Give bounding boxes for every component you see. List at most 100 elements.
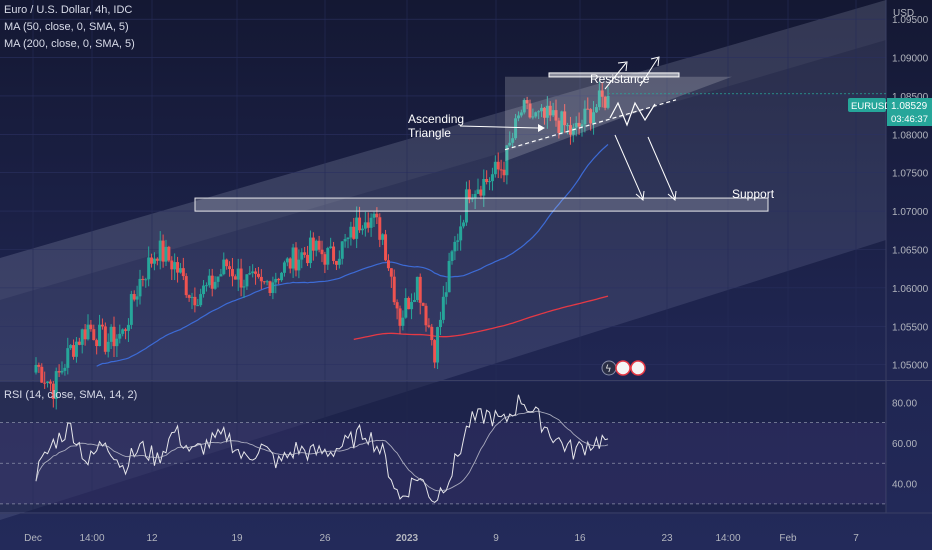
grid <box>0 0 932 514</box>
candle-body <box>164 246 168 262</box>
candle-body <box>202 285 206 295</box>
candle-body <box>121 329 125 334</box>
candle-body <box>144 279 148 281</box>
ma200-legend[interactable]: MA (200, close, 0, SMA, 5) <box>4 38 135 50</box>
candle-body <box>51 383 55 400</box>
time-tick-label: 14:00 <box>715 533 740 544</box>
candle-body <box>363 222 367 229</box>
candle-body <box>418 276 422 303</box>
rsi-polyline <box>35 394 609 504</box>
symbol-tag-label: EURUSD <box>851 101 891 112</box>
candle-body <box>592 112 596 124</box>
price-tag-bg[interactable] <box>887 98 932 126</box>
candle-body <box>161 240 165 262</box>
candle-body <box>514 118 518 139</box>
time-tick-label: 9 <box>493 533 499 544</box>
candle-body <box>207 275 211 286</box>
rsi-tick-label: 40.00 <box>892 480 917 491</box>
candle-body <box>441 296 445 320</box>
candle-body <box>505 145 509 176</box>
candle-body <box>467 189 471 200</box>
candle-body <box>381 234 385 240</box>
breakdown-arrowhead-2 <box>667 190 677 201</box>
candle-body <box>456 240 460 242</box>
candle-body <box>519 112 523 116</box>
price-tick-label: 1.08000 <box>892 130 929 141</box>
candle-body <box>378 217 382 240</box>
candle-body <box>132 294 136 300</box>
candle-body <box>395 302 399 309</box>
candle-body <box>268 281 272 293</box>
candle-body <box>230 269 234 277</box>
rsi-legend[interactable]: RSI (14, close, SMA, 14, 2) <box>4 389 138 401</box>
candle-body <box>173 262 177 270</box>
ascending-label-line2: Triangle <box>408 126 451 140</box>
candle-body <box>167 246 171 261</box>
event-icons[interactable]: ϟ <box>601 360 646 376</box>
candle-body <box>54 371 58 400</box>
candle-body <box>60 370 64 373</box>
candle-body <box>74 341 78 357</box>
candle-body <box>360 228 364 231</box>
candle-body <box>126 324 130 331</box>
candle-body <box>499 169 503 171</box>
candle-body <box>196 305 200 307</box>
drawings[interactable] <box>194 56 886 212</box>
candle-body <box>433 340 437 363</box>
candle-body <box>89 324 93 330</box>
symbol-tag-bg[interactable] <box>848 98 886 112</box>
eu-flag-event-icon[interactable] <box>630 360 646 376</box>
candle-body <box>280 272 284 281</box>
candle-body <box>92 329 96 341</box>
price-axis-currency: USD <box>893 8 914 19</box>
candle-body <box>511 138 515 143</box>
candle-body <box>482 178 486 196</box>
candle-body <box>282 262 286 273</box>
price-tag-value: 1.08529 <box>891 101 928 112</box>
candle-body <box>430 326 434 341</box>
candle-body <box>554 110 558 121</box>
candle-body <box>245 274 249 287</box>
candle-body <box>40 366 44 383</box>
breakout-arrow-1 <box>604 62 627 90</box>
time-tick-label: 26 <box>319 533 331 544</box>
ma50-legend[interactable]: MA (50, close, 0, SMA, 5) <box>4 21 129 33</box>
price-tick-label: 1.08500 <box>892 92 929 103</box>
rsi-tick-label: 80.00 <box>892 398 917 409</box>
candle-body <box>534 112 538 117</box>
us-flag-event-icon[interactable] <box>615 360 631 376</box>
candle-body <box>216 276 220 282</box>
resistance-bar <box>548 72 680 78</box>
candle-body <box>462 222 466 227</box>
candle-body <box>485 178 489 183</box>
candle-body <box>80 329 84 345</box>
candle-body <box>459 226 463 241</box>
candle-body <box>193 296 197 306</box>
candle-body <box>103 326 107 352</box>
time-tick-label: 2023 <box>396 533 419 544</box>
candle-body <box>493 161 497 175</box>
candle-body <box>37 364 41 367</box>
symbol-legend[interactable]: Euro / U.S. Dollar, 4h, IDC <box>4 4 133 16</box>
candle-body <box>204 285 208 287</box>
candle-body <box>291 247 295 269</box>
candle-body <box>138 278 142 297</box>
ascending-pointer-head <box>538 124 545 132</box>
ascending-label-line1: Ascending <box>408 112 464 126</box>
candle-body <box>271 282 275 293</box>
candle-body <box>152 258 156 264</box>
candle-body <box>118 333 122 339</box>
candle-body <box>574 122 578 128</box>
candle-body <box>326 248 330 265</box>
candle-body <box>210 275 214 289</box>
candle-body <box>77 341 81 345</box>
candle-body <box>577 122 581 127</box>
candle-body <box>516 115 520 119</box>
candle-body <box>407 297 411 310</box>
candle-body <box>34 364 38 373</box>
price-tick-label: 1.09000 <box>892 54 929 65</box>
candle-body <box>320 249 324 255</box>
candle-body <box>603 96 607 108</box>
